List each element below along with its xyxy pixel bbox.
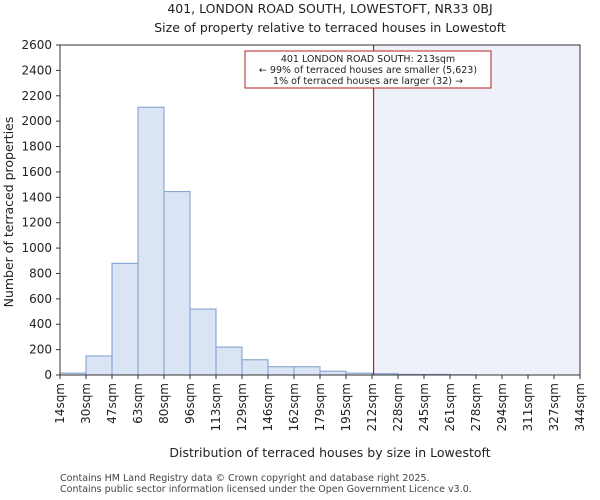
bar-146sqm: [267, 366, 295, 376]
x-tick-label: 278sqm: [469, 383, 483, 431]
y-tick-label: 400: [29, 317, 52, 331]
chart-subtitle: Size of property relative to terraced ho…: [154, 20, 506, 35]
x-tick-label: 228sqm: [391, 383, 405, 431]
y-tick-label: 2200: [21, 89, 52, 103]
x-tick-label: 179sqm: [313, 383, 327, 431]
y-axis-label: Number of terraced properties: [1, 117, 16, 308]
x-tick-label: 129sqm: [235, 383, 249, 431]
x-tick-label: 80sqm: [157, 383, 171, 424]
x-tick-label: 294sqm: [495, 383, 509, 431]
y-tick-label: 0: [44, 368, 52, 382]
annotation-box: 401 LONDON ROAD SOUTH: 213sqm ← 99% of t…: [244, 50, 492, 89]
bar-30sqm: [85, 355, 113, 376]
bar-63sqm: [137, 106, 165, 376]
bars: [59, 106, 477, 376]
y-tick-label: 600: [29, 292, 52, 306]
y-tick-label: 800: [29, 266, 52, 280]
x-tick-label: 162sqm: [287, 383, 301, 431]
x-tick-label: 245sqm: [417, 383, 431, 431]
bar-47sqm: [111, 262, 139, 376]
annotation-line-1: 401 LONDON ROAD SOUTH: 213sqm: [281, 54, 455, 65]
x-tick-label: 14sqm: [53, 383, 67, 424]
y-tick-label: 2600: [21, 38, 52, 52]
y-tick-label: 200: [29, 343, 52, 357]
x-tick-label: 113sqm: [209, 383, 223, 431]
bar-162sqm: [293, 366, 321, 376]
x-tick-label: 327sqm: [547, 383, 561, 431]
x-axis-label: Distribution of terraced houses by size …: [169, 445, 490, 460]
bar-179sqm: [319, 370, 347, 376]
x-axis: 14sqm 30sqm 47sqm 63sqm 80sqm 96sqm 113sqm 129s…: [53, 375, 587, 431]
annotation-line-3: 1% of terraced houses are larger (32) →: [273, 76, 463, 87]
annotation-line-2: ← 99% of terraced houses are smaller (5,…: [259, 65, 477, 76]
footer-line-1: Contains HM Land Registry data © Crown c…: [60, 473, 430, 484]
x-tick-label: 311sqm: [521, 383, 535, 431]
x-tick-label: 212sqm: [365, 383, 379, 431]
y-tick-label: 1400: [21, 190, 52, 204]
x-tick-label: 47sqm: [105, 383, 119, 424]
y-tick-label: 1600: [21, 165, 52, 179]
x-tick-label: 146sqm: [261, 383, 275, 431]
bar-96sqm: [189, 308, 217, 376]
bar-80sqm: [163, 191, 191, 376]
x-tick-label: 96sqm: [183, 383, 197, 424]
y-tick-label: 2400: [21, 63, 52, 77]
x-tick-label: 261sqm: [443, 383, 457, 431]
y-axis: 0 200 400 600 800 1000 1200 1400 1600 1800 2000 220…: [21, 38, 60, 382]
x-tick-label: 63sqm: [131, 383, 145, 424]
chart-title: 401, LONDON ROAD SOUTH, LOWESTOFT, NR33 …: [167, 1, 492, 16]
y-tick-label: 1000: [21, 241, 52, 255]
bar-129sqm: [241, 359, 269, 376]
plot-frame: [59, 44, 581, 376]
y-tick-label: 1200: [21, 216, 52, 230]
y-tick-label: 1800: [21, 140, 52, 154]
x-tick-label: 30sqm: [79, 383, 93, 424]
bar-113sqm: [215, 346, 243, 376]
x-tick-label: 195sqm: [339, 383, 353, 431]
larger-region-shading: [373, 45, 580, 375]
footer-line-2: Contains public sector information licen…: [60, 484, 472, 495]
x-tick-label: 344sqm: [573, 383, 587, 431]
y-tick-label: 2000: [21, 114, 52, 128]
